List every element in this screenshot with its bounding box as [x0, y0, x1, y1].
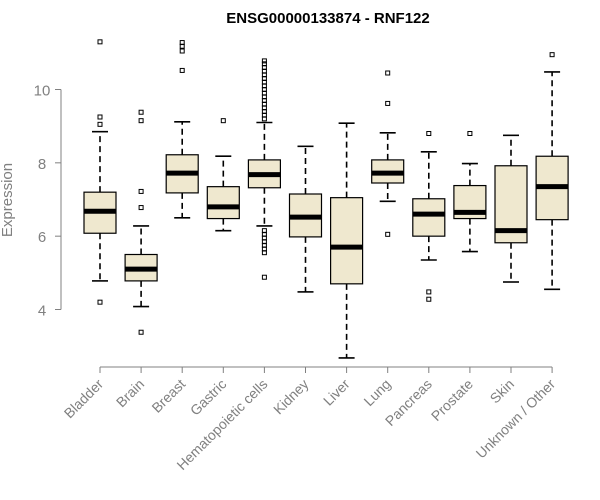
x-tick-label: Liver: [320, 376, 353, 409]
outlier-point: [549, 52, 555, 58]
box-group: [247, 58, 281, 280]
outlier-point: [97, 39, 103, 45]
outlier-point: [138, 118, 144, 124]
iqr-box: [206, 186, 240, 220]
outlier-point: [179, 40, 185, 46]
outlier-point: [138, 188, 144, 194]
outlier-point: [467, 131, 473, 136]
outlier-point: [179, 67, 185, 73]
outlier-point: [138, 109, 144, 115]
x-tick-label: Prostate: [428, 376, 476, 424]
y-axis: 4 6 8 10: [34, 83, 62, 320]
box-group: [330, 122, 364, 359]
y-tick-label: 4: [38, 303, 46, 320]
y-axis-title: Expression: [0, 163, 16, 237]
outlier-point: [385, 231, 391, 237]
y-tick-label: 8: [38, 156, 46, 173]
box-group: [83, 39, 117, 305]
outlier-point: [138, 205, 144, 211]
outlier-point: [426, 296, 432, 302]
outlier-point: [261, 228, 267, 234]
x-tick-label: Brain: [113, 376, 147, 410]
outlier-point: [220, 118, 226, 124]
outlier-point: [385, 100, 391, 106]
box-group: [535, 52, 569, 291]
outlier-point: [385, 70, 391, 76]
chart-title: ENSG00000133874 - RNF122: [226, 10, 429, 27]
outlier-point: [261, 58, 267, 64]
box-group: [453, 131, 487, 253]
x-tick-label: Bladder: [61, 376, 107, 422]
y-tick-label: 6: [38, 229, 46, 246]
outlier-point: [261, 61, 267, 67]
box-group: [288, 145, 323, 293]
iqr-box: [412, 198, 446, 237]
outlier-point: [179, 48, 185, 54]
box-group: [206, 118, 240, 232]
outlier-point: [426, 289, 432, 295]
box-group: [371, 70, 405, 237]
outlier-point: [97, 114, 103, 120]
x-tick-label: Breast: [148, 376, 188, 416]
box-group: [412, 131, 446, 302]
x-tick-label: Lung: [360, 376, 393, 409]
outlier-point: [261, 274, 267, 280]
outlier-point: [426, 131, 432, 136]
outlier-point: [138, 329, 144, 335]
box-group: [165, 40, 199, 219]
box-group: [494, 134, 528, 283]
iqr-box: [330, 197, 364, 285]
outlier-point: [97, 299, 103, 305]
box-group: [124, 109, 158, 335]
x-tick-label: Kidney: [270, 376, 312, 418]
box-series: [83, 39, 569, 359]
x-tick-label: Skin: [487, 376, 518, 407]
y-tick-label: 10: [34, 83, 51, 100]
outlier-point: [97, 121, 103, 127]
